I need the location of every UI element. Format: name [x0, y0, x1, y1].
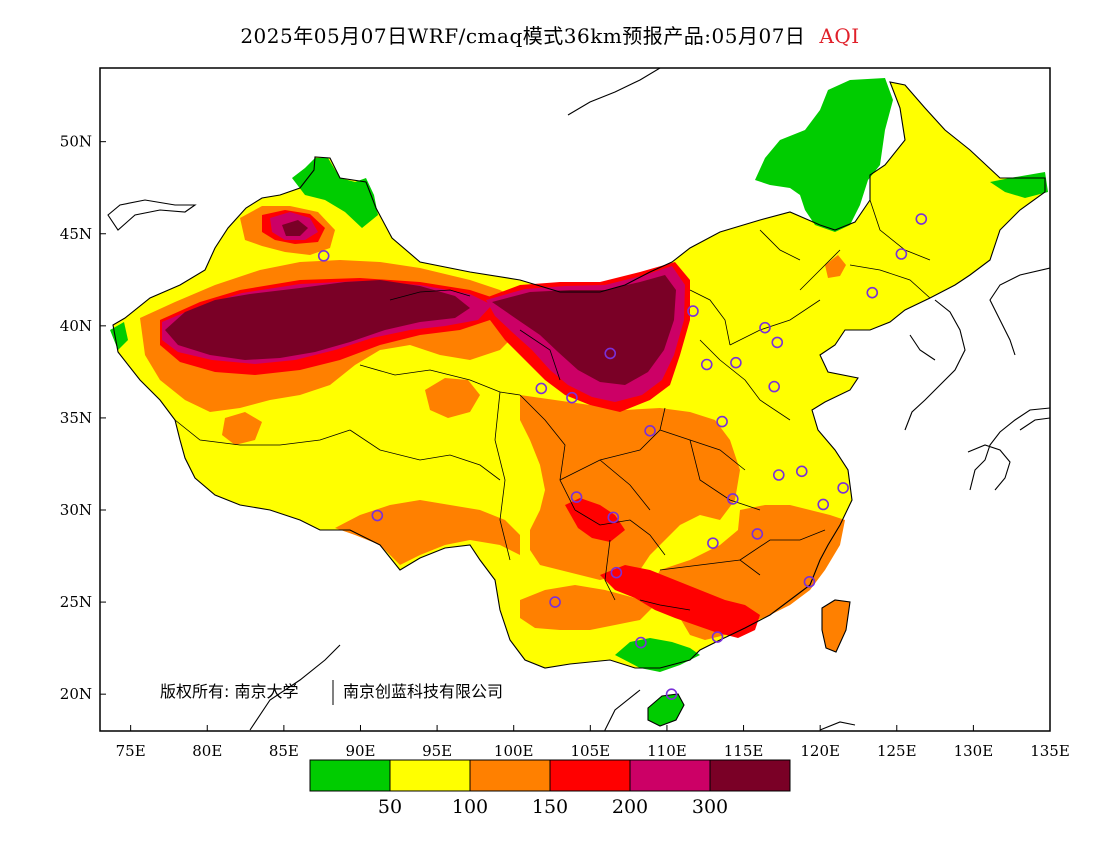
y-tick-label: 25N — [60, 593, 92, 611]
x-tick-label: 110E — [647, 742, 687, 760]
x-tick-label: 120E — [800, 742, 840, 760]
station-marker — [700, 358, 713, 371]
aqi-region-usg-spot2 — [222, 412, 262, 445]
copyright-text: 版权所有: 南京大学 — [160, 682, 298, 701]
aqi-fill — [110, 78, 1048, 726]
x-tick-label: 95E — [422, 742, 452, 760]
y-axis: 20N 25N 30N 35N 40N 45N 50N — [60, 133, 106, 703]
x-tick-label: 115E — [724, 742, 764, 760]
station-marker — [716, 415, 728, 428]
legend-swatch — [629, 759, 711, 792]
x-tick-label: 125E — [877, 742, 917, 760]
map-title: 2025年05月07日WRF/cmaq模式36km预报产品:05月07日 AQI — [0, 20, 1100, 49]
y-tick-label: 45N — [60, 225, 92, 243]
title-variable: AQI — [819, 24, 860, 48]
station-marker — [566, 391, 578, 404]
station-marker — [535, 382, 548, 395]
y-tick-label: 20N — [60, 685, 92, 703]
legend-swatch — [709, 759, 791, 792]
map-content: 版权所有: 南京大学 南京创蓝科技有限公司 — [107, 68, 1050, 731]
aqi-region-hazardous-north — [492, 275, 676, 385]
aqi-region-usg-spot1 — [425, 378, 480, 418]
aqi-region-usg-spot5 — [825, 255, 846, 278]
legend-label: 50 — [378, 796, 402, 818]
station-marker — [371, 509, 384, 522]
legend-label: 300 — [692, 796, 728, 818]
aqi-region-usg-yunnan — [520, 585, 655, 630]
station-marker — [915, 213, 928, 225]
station-marker — [635, 636, 647, 649]
station-marker — [730, 356, 742, 369]
province-borders — [174, 199, 931, 611]
x-tick-label: 100E — [494, 742, 534, 760]
y-tick-label: 30N — [60, 501, 92, 519]
station-marker — [751, 528, 764, 540]
aqi-region-good-west-tip — [110, 322, 128, 350]
station-marker — [795, 465, 808, 478]
station-marker — [644, 425, 656, 437]
aqi-region-unhealthy-sichuan — [565, 498, 625, 542]
station-marker — [771, 336, 784, 349]
station-marker — [727, 493, 739, 505]
x-tick-label: 105E — [571, 742, 611, 760]
legend-label: 200 — [612, 796, 648, 818]
station-marker — [837, 482, 849, 494]
title-text: 2025年05月07日WRF/cmaq模式36km预报产品:05月07日 — [240, 24, 806, 48]
station-marker — [817, 498, 830, 511]
aqi-region-good-hainan — [648, 694, 684, 726]
legend-label: 100 — [452, 796, 488, 818]
station-marker — [570, 491, 583, 503]
station-marker — [895, 248, 908, 260]
x-tick-label: 80E — [192, 742, 222, 760]
station-markers — [317, 213, 928, 700]
x-tick-label: 90E — [345, 742, 375, 760]
aqi-region-usg-spot4 — [822, 600, 850, 652]
legend-swatch — [469, 759, 551, 792]
station-marker — [759, 321, 771, 334]
aqi-region-good-ne — [755, 78, 893, 232]
legend-swatch — [549, 759, 631, 792]
aqi-region-usg-tibet — [335, 500, 520, 565]
aqi-region-unhealthy-south — [600, 565, 760, 638]
station-marker — [610, 566, 623, 579]
station-marker — [665, 688, 678, 700]
station-marker — [803, 576, 816, 588]
station-marker — [768, 380, 780, 393]
station-marker — [317, 250, 330, 262]
x-tick-label: 135E — [1030, 742, 1070, 760]
legend-swatch — [309, 759, 391, 792]
copyright: 版权所有: 南京大学 南京创蓝科技有限公司 — [160, 680, 503, 705]
x-tick-label: 85E — [269, 742, 299, 760]
copyright-company: 南京创蓝科技有限公司 — [343, 682, 503, 701]
y-tick-label: 40N — [60, 317, 92, 335]
station-marker — [707, 537, 719, 549]
legend-swatch — [389, 759, 471, 792]
x-tick-label: 130E — [954, 742, 994, 760]
aqi-region-hazardous-west — [165, 280, 470, 360]
station-marker — [604, 347, 617, 360]
aqi-region-good-nw — [292, 158, 378, 228]
y-tick-label: 35N — [60, 409, 92, 427]
station-marker — [772, 469, 785, 481]
station-marker — [549, 596, 561, 608]
station-marker — [607, 511, 620, 524]
station-marker — [687, 305, 699, 317]
station-marker — [711, 631, 724, 643]
legend: 50 100 150 200 300 — [309, 759, 791, 818]
x-tick-label: 75E — [116, 742, 146, 760]
station-marker — [866, 286, 879, 299]
map-frame — [99, 67, 1051, 732]
country-borders — [107, 68, 1050, 731]
aqi-region-hazardous-spot — [282, 220, 308, 236]
legend-label: 150 — [532, 796, 568, 818]
aqi-region-usg-central — [520, 395, 740, 580]
x-axis: 75E 80E 85E 90E 95E 100E 105E 110E 115E 120E 125E 1… — [116, 725, 1070, 760]
y-tick-label: 50N — [60, 133, 92, 151]
